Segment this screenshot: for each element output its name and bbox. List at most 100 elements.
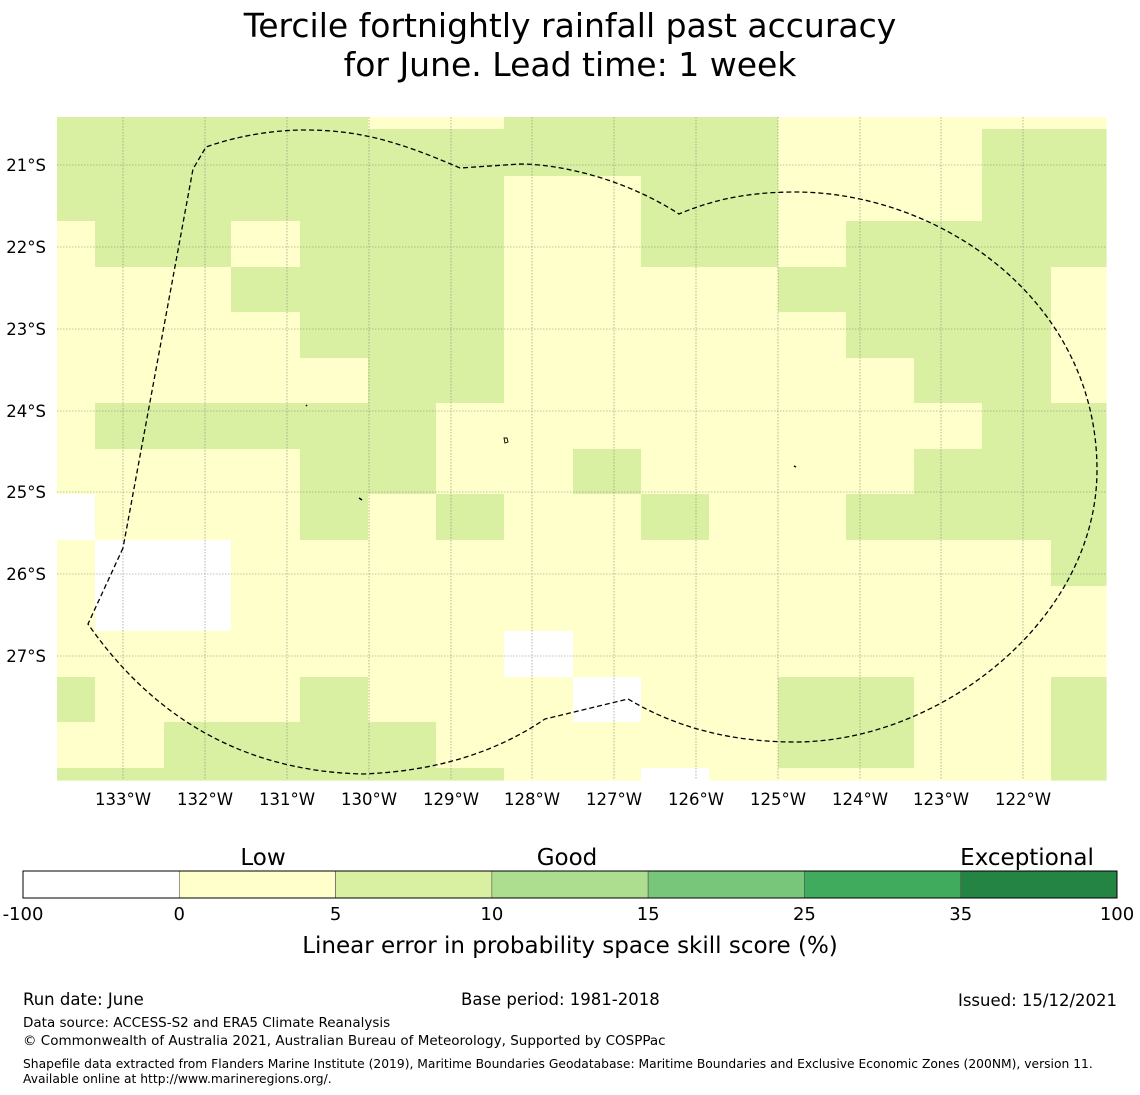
grid-cell (164, 586, 232, 632)
grid-cell (436, 722, 505, 769)
grid-cell (95, 586, 165, 632)
grid-cell (231, 722, 301, 769)
grid-cell (846, 358, 915, 404)
grid-cell (164, 221, 232, 268)
longitude-labels: 133°W 132°W 131°W 130°W 129°W 128°W 127°W 126°W… (95, 790, 1051, 809)
data-source: Data source: ACCESS-S2 and ERA5 Climate … (23, 1015, 391, 1031)
grid-cell (231, 129, 301, 177)
colorbar: Low Good Exceptional -100 0 5 10 15 25 35 100 L… (3, 845, 1135, 959)
grid-cell (709, 358, 779, 404)
grid-cell (231, 403, 301, 450)
grid-cell (778, 221, 847, 268)
grid-cell (641, 403, 710, 450)
grid-cell (1051, 358, 1107, 404)
grid-cell (504, 586, 574, 632)
grid-cell (573, 267, 642, 313)
grid-cell (573, 631, 642, 678)
grid-cell (846, 677, 915, 723)
colorbar-tick-label: 15 (637, 904, 660, 925)
grid-cell (436, 586, 505, 632)
grid-cell (231, 449, 301, 495)
grid-cell (914, 586, 983, 632)
grid-cell (300, 267, 369, 313)
grid-cell (436, 494, 505, 541)
grid-cell (573, 129, 642, 177)
grid-cell (846, 403, 915, 450)
skill-map-figure: 21°S22°S23°S24°S25°S26°S27°S 133°W 132°W 1… (3, 117, 1135, 959)
grid-cell (164, 768, 232, 781)
grid-cell (709, 722, 779, 769)
island-marker (503, 437, 509, 444)
grid-cell (982, 403, 1052, 450)
lat-label: 26°S (6, 565, 46, 584)
grid-cell (1051, 176, 1107, 222)
grid-cell (368, 677, 437, 723)
grid-cell (641, 117, 710, 130)
grid-cell (504, 768, 574, 781)
grid-cell (504, 267, 574, 313)
colorbar-swatch (22, 870, 180, 899)
grid-cell (846, 768, 915, 781)
grid-cell (709, 117, 779, 130)
lat-label: 21°S (6, 156, 46, 175)
colorbar-axis-label: Linear error in probability space skill … (302, 933, 838, 959)
grid-cell (914, 129, 983, 177)
grid-cell (95, 449, 165, 495)
grid-cell (368, 358, 437, 404)
grid-cell (436, 677, 505, 723)
grid-cell (504, 358, 574, 404)
grid-cell (57, 221, 96, 268)
grid-cell (1051, 494, 1107, 541)
grid-cell (641, 586, 710, 632)
grid-cell (57, 494, 96, 541)
grid-cell (368, 540, 437, 587)
grid-cell (95, 129, 165, 177)
colorbar-tick-label: 0 (174, 904, 185, 925)
grid-cell (300, 449, 369, 495)
grid-cell (573, 677, 642, 723)
grid-cell (573, 494, 642, 541)
grid-cell (164, 631, 232, 678)
grid-cell (164, 722, 232, 769)
grid-cell (57, 267, 96, 313)
grid-cell (846, 494, 915, 541)
grid-cell (95, 494, 165, 541)
colorbar-swatch (178, 870, 336, 899)
grid-cell (914, 267, 983, 313)
lon-label: 128°W (504, 790, 560, 809)
grid-cell (57, 631, 96, 678)
grid-cell (436, 267, 505, 313)
grid-cell (231, 176, 301, 222)
grid-cell (300, 358, 369, 404)
grid-cell (300, 722, 369, 769)
grid-cell (300, 176, 369, 222)
grid-cell (846, 722, 915, 769)
grid-cell (368, 129, 437, 177)
grid-cell (504, 403, 574, 450)
grid-cell (709, 586, 779, 632)
grid-cell (504, 449, 574, 495)
grid-cell (778, 677, 847, 723)
grid-cell (57, 176, 96, 222)
grid-cell (57, 358, 96, 404)
colorbar-tick-label: 35 (949, 904, 972, 925)
grid-cell (641, 267, 710, 313)
colorbar-swatch (960, 870, 1118, 899)
grid-cell (778, 312, 847, 359)
grid-cell (982, 358, 1052, 404)
grid-cell (846, 129, 915, 177)
lat-label: 24°S (6, 402, 46, 421)
grid-cell (709, 540, 779, 587)
title-line-2: for June. Lead time: 1 week (343, 45, 797, 84)
grid-cell (573, 722, 642, 769)
grid-cell (914, 722, 983, 769)
grid-cell (709, 677, 779, 723)
grid-cell (778, 403, 847, 450)
grid-cell (641, 312, 710, 359)
grid-cell (846, 117, 915, 130)
lon-label: 127°W (586, 790, 642, 809)
grid-cell (709, 403, 779, 450)
grid-cell (709, 176, 779, 222)
grid-cell (95, 176, 165, 222)
grid-cell (300, 631, 369, 678)
